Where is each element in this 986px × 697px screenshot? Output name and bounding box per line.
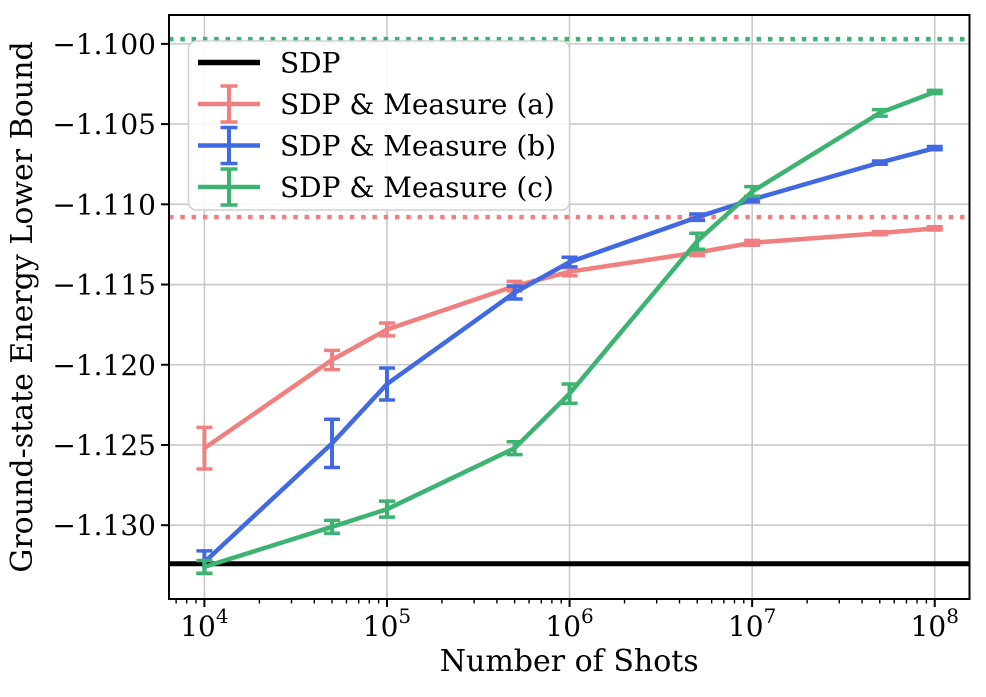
legend-box: [187, 40, 571, 211]
x-tick-label: 107: [728, 604, 776, 643]
legend-label: SDP & Measure (a): [280, 88, 555, 121]
y-tick-label: −1.115: [52, 269, 156, 302]
y-tick-label: −1.120: [52, 349, 156, 382]
x-tick-label: 104: [180, 604, 228, 643]
y-tick-label: −1.105: [52, 108, 156, 141]
x-tick-label: 105: [363, 604, 411, 643]
y-tick-label: −1.125: [52, 429, 156, 462]
x-tick-label: 106: [545, 604, 593, 643]
y-tick-label: −1.130: [52, 509, 156, 542]
y-tick-label: −1.110: [52, 188, 156, 221]
x-tick-label: 108: [911, 604, 959, 643]
legend-label: SDP: [280, 47, 340, 80]
legend-label: SDP & Measure (b): [280, 130, 556, 163]
y-tick-label: −1.100: [52, 28, 156, 61]
y-axis-label: Ground-state Energy Lower Bound: [5, 41, 40, 572]
x-axis-label: Number of Shots: [440, 644, 699, 679]
legend-label: SDP & Measure (c): [280, 171, 554, 204]
